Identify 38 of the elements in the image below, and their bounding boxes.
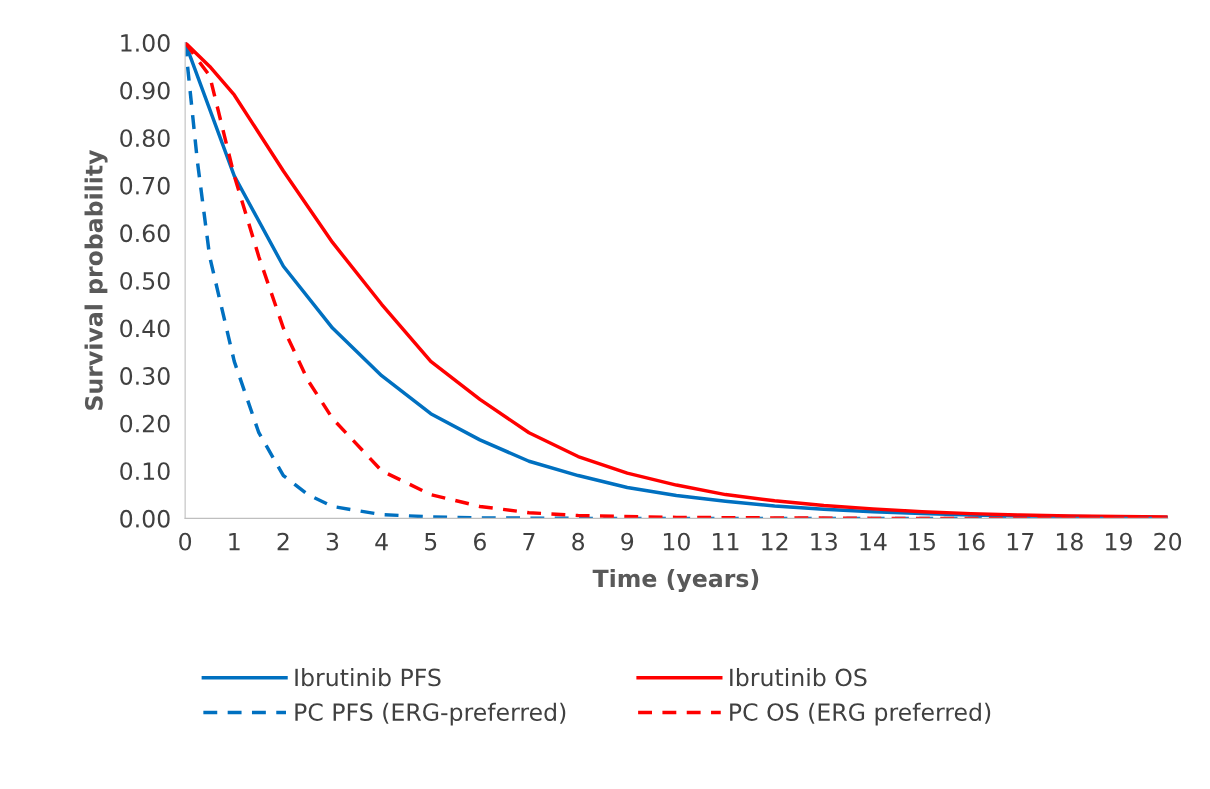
legend-label: PC OS (ERG preferred)	[730, 702, 991, 726]
x-tick-label: 1	[229, 532, 240, 551]
y-tick-label: 0.40	[120, 319, 170, 338]
x-tick-label: 5	[425, 532, 437, 551]
y-tick-label: 0.60	[120, 224, 170, 243]
x-tick-label: 8	[572, 532, 585, 551]
y-axis-title: Survival probability	[84, 149, 108, 410]
x-axis-title: Time (years)	[592, 569, 759, 593]
x-tick-label: 10	[663, 532, 690, 551]
legend-label: PC PFS (ERG-preferred)	[295, 702, 566, 726]
y-tick-label: 0.30	[120, 367, 170, 385]
x-tick-label: 16	[958, 532, 985, 551]
y-tick-label: 0.10	[120, 462, 170, 481]
x-tick-label: 7	[523, 532, 535, 551]
x-tick-label: 3	[326, 532, 339, 551]
y-tick-label: 0.00	[120, 509, 170, 528]
x-tick-label: 9	[621, 532, 634, 551]
x-tick-label: 20	[1154, 532, 1182, 551]
x-tick-label: 18	[1056, 532, 1083, 551]
y-tick-label: 0.50	[120, 271, 170, 290]
y-tick-label: 0.70	[120, 176, 170, 195]
x-tick-label: 14	[860, 532, 887, 551]
y-tick-label: 0.90	[120, 81, 170, 100]
x-tick-label: 2	[277, 532, 289, 551]
x-tick-label: 11	[713, 532, 739, 551]
x-tick-label: 19	[1106, 532, 1132, 551]
legend-label: Ibrutinib OS	[730, 668, 867, 687]
legend-label: Ibrutinib PFS	[295, 668, 441, 687]
y-tick-label: 0.80	[120, 129, 170, 148]
x-tick-label: 4	[375, 532, 388, 551]
x-tick-label: 13	[811, 532, 837, 551]
y-tick-label: 1.00	[121, 34, 170, 52]
x-tick-label: 15	[909, 532, 935, 551]
x-tick-label: 12	[762, 532, 788, 551]
x-tick-label: 17	[1007, 532, 1034, 551]
x-tick-label: 6	[474, 532, 486, 551]
y-tick-label: 0.20	[120, 414, 170, 433]
x-tick-label: 0	[179, 532, 192, 551]
